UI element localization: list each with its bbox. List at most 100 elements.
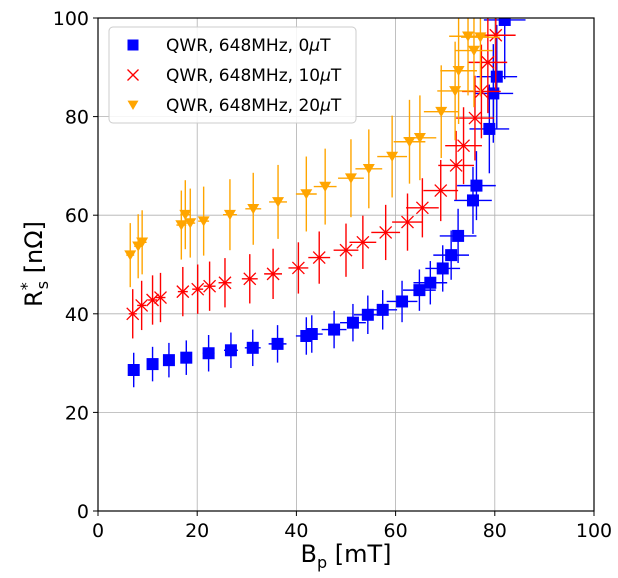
data-point xyxy=(452,65,465,77)
series-2 xyxy=(124,18,500,288)
data-point xyxy=(474,32,487,43)
data-point xyxy=(424,276,437,289)
axis-ticks: 0 20 40 60 80 100 0 20 40 60 80 100 xyxy=(53,8,612,542)
legend-box xyxy=(108,26,357,124)
data-point xyxy=(361,308,374,321)
data-point xyxy=(243,272,257,286)
x-axis-label: Bp [mT] xyxy=(300,540,391,572)
y-tick-label: 20 xyxy=(65,402,89,424)
y-axis-label: R*s [nΩ] xyxy=(17,221,52,307)
data-point xyxy=(467,45,480,56)
legend-label: QWR, 648MHz, 20μT xyxy=(166,96,342,116)
data-point xyxy=(386,151,399,162)
data-point xyxy=(197,216,210,227)
data-point xyxy=(489,28,503,42)
data-point xyxy=(498,18,511,26)
legend-marker xyxy=(127,100,139,110)
data-point xyxy=(401,215,414,229)
y-tick-label: 100 xyxy=(53,8,89,30)
legend-marker xyxy=(127,39,139,51)
y-tick-label: 40 xyxy=(65,304,89,326)
marker-stroke xyxy=(176,285,190,299)
data-point xyxy=(224,344,237,357)
data-point xyxy=(490,70,503,83)
data-point xyxy=(136,237,149,248)
data-point xyxy=(202,347,215,360)
marker-stroke xyxy=(191,282,205,296)
data-point xyxy=(191,282,205,296)
data-point xyxy=(481,55,495,69)
data-point xyxy=(180,351,193,364)
marker-stroke xyxy=(312,251,326,265)
data-point xyxy=(413,132,426,144)
marker-stroke xyxy=(449,158,463,172)
marker-stroke xyxy=(127,69,139,81)
data-point xyxy=(247,203,260,215)
data-point xyxy=(162,354,175,367)
x-tick-label: 40 xyxy=(284,520,308,542)
marker-stroke xyxy=(218,276,232,290)
data-point xyxy=(127,364,140,377)
data-point xyxy=(346,316,359,329)
data-point xyxy=(457,139,471,153)
data-series xyxy=(124,18,526,388)
marker-stroke xyxy=(243,272,257,286)
data-point xyxy=(403,136,416,148)
data-point xyxy=(474,84,488,98)
plot-frame xyxy=(97,17,595,512)
data-point xyxy=(466,194,479,207)
data-point xyxy=(175,220,188,231)
data-point xyxy=(487,87,500,100)
series-0 xyxy=(127,18,526,388)
data-point xyxy=(272,197,285,208)
x-tick-label: 20 xyxy=(185,520,209,542)
data-point xyxy=(452,229,465,242)
marker-stroke xyxy=(291,261,305,275)
data-point xyxy=(445,249,458,262)
marker-stroke xyxy=(203,279,217,293)
x-tick-label: 60 xyxy=(384,520,408,542)
data-point xyxy=(300,189,313,200)
data-point xyxy=(319,181,332,193)
data-point xyxy=(203,279,217,293)
data-point xyxy=(396,295,409,308)
marker-stroke xyxy=(379,225,393,239)
legend-label: QWR, 648MHz, 10μT xyxy=(166,66,342,86)
data-point xyxy=(154,291,167,304)
data-point xyxy=(379,225,393,239)
x-tick-label: 0 xyxy=(92,520,104,542)
marker-stroke xyxy=(474,84,488,98)
y-tick-label: 60 xyxy=(65,205,89,227)
data-point xyxy=(223,209,236,221)
data-point xyxy=(449,158,463,172)
x-tick-label: 100 xyxy=(576,520,612,542)
legend: QWR, 648MHz, 0μT QWR, 648MHz, 10μT QWR, 64… xyxy=(108,26,357,124)
data-point xyxy=(415,201,429,215)
data-point xyxy=(246,341,259,354)
data-point xyxy=(362,164,375,175)
data-point xyxy=(434,184,448,198)
data-point xyxy=(179,209,192,221)
data-point xyxy=(146,358,159,371)
y-tick-label: 0 xyxy=(77,501,89,523)
data-point xyxy=(218,276,232,290)
legend-marker xyxy=(127,69,139,81)
data-point xyxy=(328,323,341,336)
marker-stroke xyxy=(434,184,448,198)
series-1 xyxy=(126,18,516,339)
x-tick-label: 80 xyxy=(483,520,507,542)
data-point xyxy=(435,106,448,118)
data-point xyxy=(266,267,280,281)
data-point xyxy=(135,298,149,312)
data-point xyxy=(146,293,160,307)
data-point xyxy=(413,284,426,297)
marker-stroke xyxy=(339,243,353,257)
data-point xyxy=(291,261,305,275)
y-tick-label: 80 xyxy=(65,107,89,129)
legend-label: QWR, 648MHz, 0μT xyxy=(166,36,331,56)
marker-stroke xyxy=(146,293,160,307)
marker-stroke xyxy=(356,235,370,249)
marker-stroke xyxy=(135,298,149,312)
